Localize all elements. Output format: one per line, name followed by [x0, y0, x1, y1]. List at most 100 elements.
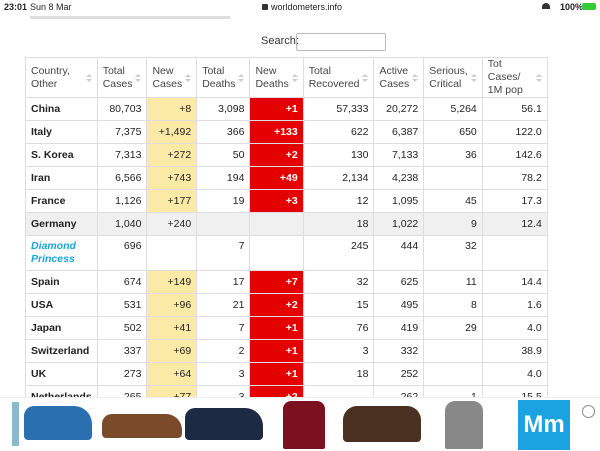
product-image[interactable]: [283, 401, 325, 449]
value-cell: [196, 212, 251, 236]
table-row: China 80,703 +8 3,098 +1 57,333 20,272 5,264 56.…: [25, 97, 548, 121]
column-header: Tot Cases/ 1M pop: [481, 57, 548, 98]
value-cell: +8: [146, 97, 198, 121]
value-cell: 50: [196, 143, 251, 167]
status-bar: 23:01 Sun 8 Mar worldometers.info 100%: [0, 0, 600, 14]
country-cell: Spain: [25, 270, 98, 294]
country-cell: France: [25, 189, 98, 213]
value-cell: +64: [146, 362, 198, 386]
value-cell: 8: [423, 293, 483, 317]
value-cell: 20,272: [373, 97, 425, 121]
value-cell: +240: [146, 212, 198, 236]
value-cell: 3: [196, 362, 251, 386]
battery-icon: [582, 3, 596, 10]
table-row: Germany 1,040 +240 18 1,022 9 12.4: [25, 212, 548, 236]
value-cell: 650: [423, 120, 483, 144]
table-row: UK 273 +64 3 +1 18 252 4.0: [25, 362, 548, 386]
value-cell: 1,040: [96, 212, 148, 236]
value-cell: 57,333: [302, 97, 375, 121]
product-image[interactable]: [102, 414, 182, 438]
value-cell: [423, 362, 483, 386]
value-cell: 696: [96, 235, 148, 271]
ad-logo[interactable]: Mm: [518, 400, 570, 450]
value-cell: 11: [423, 270, 483, 294]
value-cell: 12: [302, 189, 375, 213]
value-cell: +49: [249, 166, 304, 190]
value-cell: 625: [373, 270, 425, 294]
value-cell: 674: [96, 270, 148, 294]
url[interactable]: worldometers.info: [271, 2, 343, 12]
column-header: Active Cases: [373, 57, 425, 98]
value-cell: 122.0: [481, 120, 548, 144]
value-cell: [423, 166, 483, 190]
country-cell: Japan: [25, 316, 98, 340]
value-cell: 1.6: [481, 293, 548, 317]
value-cell: 337: [96, 339, 148, 363]
value-cell: 1,126: [96, 189, 148, 213]
country-cell: USA: [25, 293, 98, 317]
value-cell: 32: [302, 270, 375, 294]
value-cell: +2: [249, 143, 304, 167]
value-cell: 194: [196, 166, 251, 190]
product-image[interactable]: [343, 406, 421, 442]
value-cell: 21: [196, 293, 251, 317]
value-cell: 3: [302, 339, 375, 363]
search-label: Search:: [261, 35, 299, 47]
value-cell: +149: [146, 270, 198, 294]
ad-banner: Mm: [0, 397, 600, 451]
search-input[interactable]: [296, 33, 386, 51]
value-cell: 9: [423, 212, 483, 236]
value-cell: +41: [146, 316, 198, 340]
time: 23:01: [4, 2, 28, 12]
value-cell: 4.0: [481, 362, 548, 386]
product-image[interactable]: [445, 401, 483, 449]
column-header: New Deaths: [249, 57, 304, 98]
value-cell: 14.4: [481, 270, 548, 294]
value-cell: +69: [146, 339, 198, 363]
close-button[interactable]: [582, 405, 595, 418]
country-cell: Diamond Princess: [25, 235, 98, 271]
country-cell: Germany: [25, 212, 98, 236]
value-cell: 36: [423, 143, 483, 167]
table-row: Switzerland 337 +69 2 +1 3 332 38.9: [25, 339, 548, 363]
product-image[interactable]: [24, 406, 92, 440]
value-cell: +1: [249, 316, 304, 340]
country-cell: China: [25, 97, 98, 121]
value-cell: +272: [146, 143, 198, 167]
value-cell: 622: [302, 120, 375, 144]
value-cell: +96: [146, 293, 198, 317]
value-cell: 6,566: [96, 166, 148, 190]
country-cell: Italy: [25, 120, 98, 144]
value-cell: 2: [196, 339, 251, 363]
value-cell: +177: [146, 189, 198, 213]
value-cell: +743: [146, 166, 198, 190]
value-cell: 252: [373, 362, 425, 386]
table-row: Italy 7,375 +1,492 366 +133 622 6,387 650 122.0: [25, 120, 548, 144]
cut-text: [30, 16, 230, 19]
country-cell: Iran: [25, 166, 98, 190]
column-header: Serious, Critical: [423, 57, 483, 98]
value-cell: 130: [302, 143, 375, 167]
value-cell: [423, 339, 483, 363]
value-cell: 19: [196, 189, 251, 213]
value-cell: 3,098: [196, 97, 251, 121]
value-cell: 245: [302, 235, 375, 271]
value-cell: 495: [373, 293, 425, 317]
value-cell: 531: [96, 293, 148, 317]
value-cell: 7,313: [96, 143, 148, 167]
table-row: France 1,126 +177 19 +3 12 1,095 45 17.3: [25, 189, 548, 213]
value-cell: 444: [373, 235, 425, 271]
value-cell: 7,133: [373, 143, 425, 167]
value-cell: 1,022: [373, 212, 425, 236]
value-cell: 45: [423, 189, 483, 213]
value-cell: +2: [249, 293, 304, 317]
value-cell: +133: [249, 120, 304, 144]
product-image[interactable]: [185, 408, 263, 440]
country-cell: Switzerland: [25, 339, 98, 363]
country-cell: UK: [25, 362, 98, 386]
header-row: Country, Other Total Cases New Cases Total …: [25, 57, 548, 98]
value-cell: 18: [302, 362, 375, 386]
table-row: S. Korea 7,313 +272 50 +2 130 7,133 36 142.6: [25, 143, 548, 167]
value-cell: 5,264: [423, 97, 483, 121]
